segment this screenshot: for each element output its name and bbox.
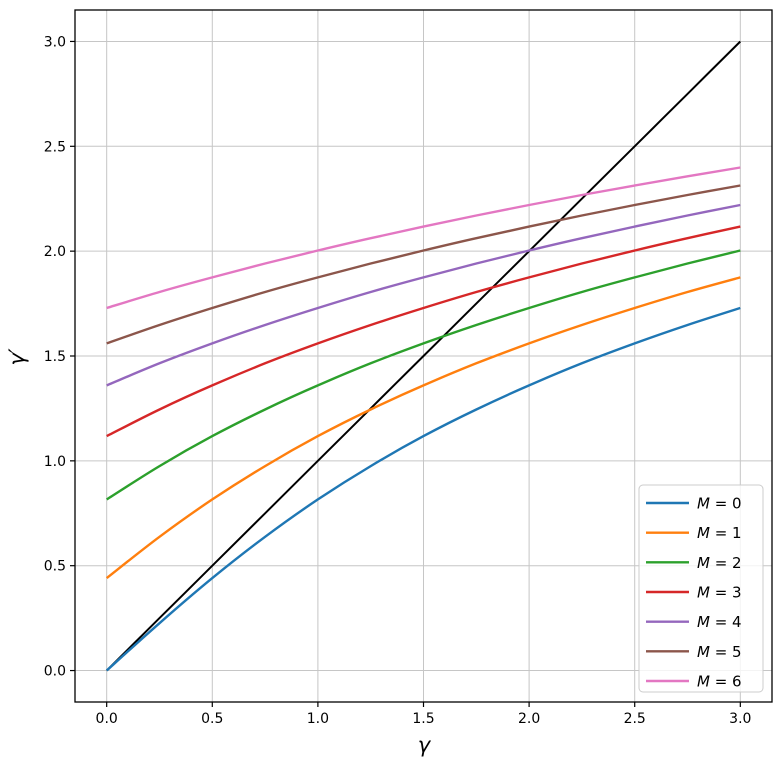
y-tick-label: 2.0 [44, 244, 66, 260]
legend-label-M-2: M = 2 [697, 554, 742, 572]
x-axis-label: γ [418, 733, 432, 757]
legend-label-M-3: M = 3 [697, 584, 742, 602]
curve-layer [105, 40, 742, 672]
curve-M-6 [106, 166, 741, 310]
legend: M = 0 M = 1 M = 2 M = 3 M = 4 M = 5 M = 6 [638, 484, 764, 693]
legend-label-M-0: M = 0 [697, 495, 742, 513]
curve-M-5 [106, 184, 741, 345]
x-tick-label: 1.5 [412, 711, 434, 727]
x-tick-label: 2.0 [518, 711, 540, 727]
x-tick-label: 2.5 [624, 711, 646, 727]
curve-M-3 [106, 225, 741, 438]
legend-box [638, 484, 764, 693]
y-tick-label: 0.0 [44, 664, 66, 680]
tick-layer: 0.0 0.5 1.0 1.5 2.0 2.5 3.0 0.0 0.5 1.0 1.5 2.0 2.5 3… [44, 34, 752, 727]
y-tick-label: 2.5 [44, 139, 66, 155]
curve-M-2 [106, 249, 741, 501]
x-tick-label: 1.0 [307, 711, 329, 727]
legend-label-M-1: M = 1 [697, 524, 742, 542]
y-tick-label: 3.0 [44, 34, 66, 50]
y-tick-label: 1.0 [44, 454, 66, 470]
grid-layer [75, 10, 772, 702]
curve-M-1 [105, 276, 741, 580]
curve-identity-line [105, 40, 742, 672]
legend-label-M-5: M = 5 [697, 643, 742, 661]
x-tick-label: 3.0 [729, 711, 751, 727]
x-tick-label: 0.5 [201, 711, 223, 727]
legend-label-M-4: M = 4 [697, 613, 742, 631]
legend-label-M-6: M = 6 [697, 673, 742, 691]
y-tick-label: 1.5 [44, 349, 66, 365]
y-tick-label: 0.5 [44, 559, 66, 575]
y-axis-label: γ′ [5, 348, 29, 365]
curve-M-4 [106, 203, 741, 387]
curve-M-0 [105, 306, 741, 672]
x-tick-label: 0.0 [96, 711, 118, 727]
